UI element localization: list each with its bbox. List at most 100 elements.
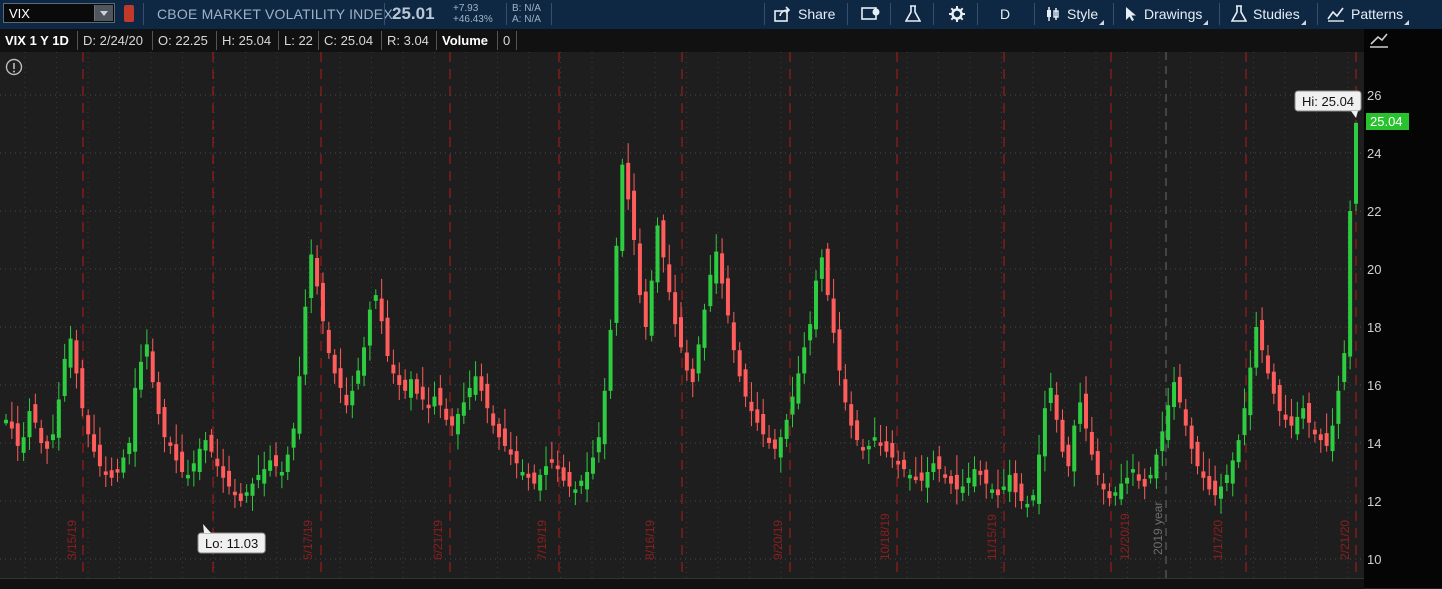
style-button[interactable]: Style (1045, 0, 1105, 28)
candle (473, 361, 478, 401)
candle-body (1224, 474, 1229, 484)
candle-body (1148, 474, 1153, 479)
candle (379, 278, 384, 334)
x-date-label: 1/17/20 (1211, 520, 1225, 560)
candle-body (1101, 483, 1106, 490)
candle (209, 429, 214, 458)
candle (626, 143, 631, 210)
candle-body (168, 442, 173, 446)
candle-body (303, 306, 308, 375)
patterns-button[interactable]: Patterns (1327, 0, 1410, 28)
candle-body (45, 441, 50, 449)
chart-settings-button[interactable] (861, 0, 887, 28)
candle (508, 431, 513, 466)
candle-body (761, 414, 766, 435)
candle-body (708, 274, 713, 307)
candle (1113, 486, 1118, 506)
drawings-button[interactable]: Drawings (1124, 0, 1209, 28)
candle-body (1119, 483, 1124, 500)
candle (15, 405, 20, 461)
candle (831, 278, 836, 344)
candle (262, 451, 267, 497)
candle-body (884, 441, 889, 452)
volume-value: 0 (498, 31, 517, 50)
y-tick-label: 22 (1367, 204, 1381, 219)
candle (608, 319, 613, 399)
candle-body (33, 404, 38, 423)
candle-body (878, 442, 883, 446)
candle-body (1142, 478, 1147, 487)
studies-lab-button[interactable] (905, 0, 927, 28)
studies-flask-icon (1231, 5, 1247, 22)
candle (156, 371, 161, 425)
bar-range: R: 3.04 (382, 31, 437, 50)
candle (772, 429, 777, 460)
candle-body (262, 469, 267, 484)
price-chart[interactable]: 3/15/19 5/17/19 6/21/19 7/19/19 8/16/19 9/20/… (0, 52, 1442, 578)
bar-open: O: 22.25 (153, 31, 217, 50)
patterns-icon (1327, 7, 1344, 22)
studies-button[interactable]: Studies (1231, 0, 1306, 28)
candle-body (819, 257, 824, 279)
candle-body (1013, 473, 1018, 493)
candle (1277, 379, 1282, 427)
symbol-dropdown-button[interactable] (94, 5, 113, 21)
candle-body (1336, 390, 1341, 424)
candle-body (808, 324, 813, 341)
candle (279, 461, 284, 489)
x-axis-labels: 3/15/19 5/17/19 6/21/19 7/19/19 8/16/19 9/20/… (65, 513, 1352, 560)
style-label: Style (1067, 6, 1099, 22)
candle-body (1201, 471, 1206, 478)
candle-body (825, 248, 830, 296)
candle (1213, 465, 1218, 506)
symbol-selector[interactable]: VIX (3, 3, 115, 23)
divider (384, 3, 385, 25)
candle-body (1054, 394, 1059, 420)
candle (1001, 469, 1006, 495)
axis-scale-icon[interactable] (1368, 31, 1390, 49)
candle-body (772, 439, 777, 449)
candle-body (596, 437, 601, 453)
candle-body (544, 466, 548, 475)
candle (250, 477, 255, 511)
candle (819, 249, 824, 292)
symbol-input[interactable]: VIX (9, 6, 30, 21)
candle (27, 398, 32, 450)
candle (1224, 464, 1229, 492)
candle (367, 301, 372, 361)
candle (297, 356, 302, 440)
candle-body (679, 317, 683, 348)
divider (847, 3, 848, 25)
candle-body (367, 309, 372, 346)
candle (690, 358, 695, 398)
candle-body (438, 387, 443, 406)
candle-body (1107, 491, 1112, 499)
candle-body (872, 437, 877, 441)
candle (907, 469, 912, 491)
candle (162, 398, 167, 453)
candle (1142, 468, 1147, 500)
candle-body (1230, 460, 1235, 484)
candle-body (749, 401, 754, 412)
share-label: Share (798, 6, 836, 22)
candle (749, 382, 754, 427)
aggregation-button[interactable]: D (1000, 0, 1010, 28)
candle-body (97, 444, 102, 467)
bottom-scrollbar[interactable] (0, 578, 1364, 589)
candle-body (949, 476, 953, 484)
info-circle-icon[interactable] (5, 58, 23, 76)
candle (127, 437, 132, 465)
settings-button[interactable] (948, 0, 972, 28)
share-button[interactable]: Share (774, 0, 835, 28)
candle (802, 332, 807, 384)
bar-date: D: 2/24/20 (78, 31, 153, 50)
candle-body (1183, 409, 1188, 426)
high-bubble-pointer (1351, 111, 1358, 118)
candle-body (103, 471, 108, 475)
candle-body (379, 298, 384, 322)
x-date-label: 8/16/19 (643, 520, 657, 560)
link-color-icon[interactable] (124, 5, 134, 22)
candle (350, 375, 355, 419)
candle-body (497, 423, 502, 438)
candle-body (567, 472, 572, 487)
